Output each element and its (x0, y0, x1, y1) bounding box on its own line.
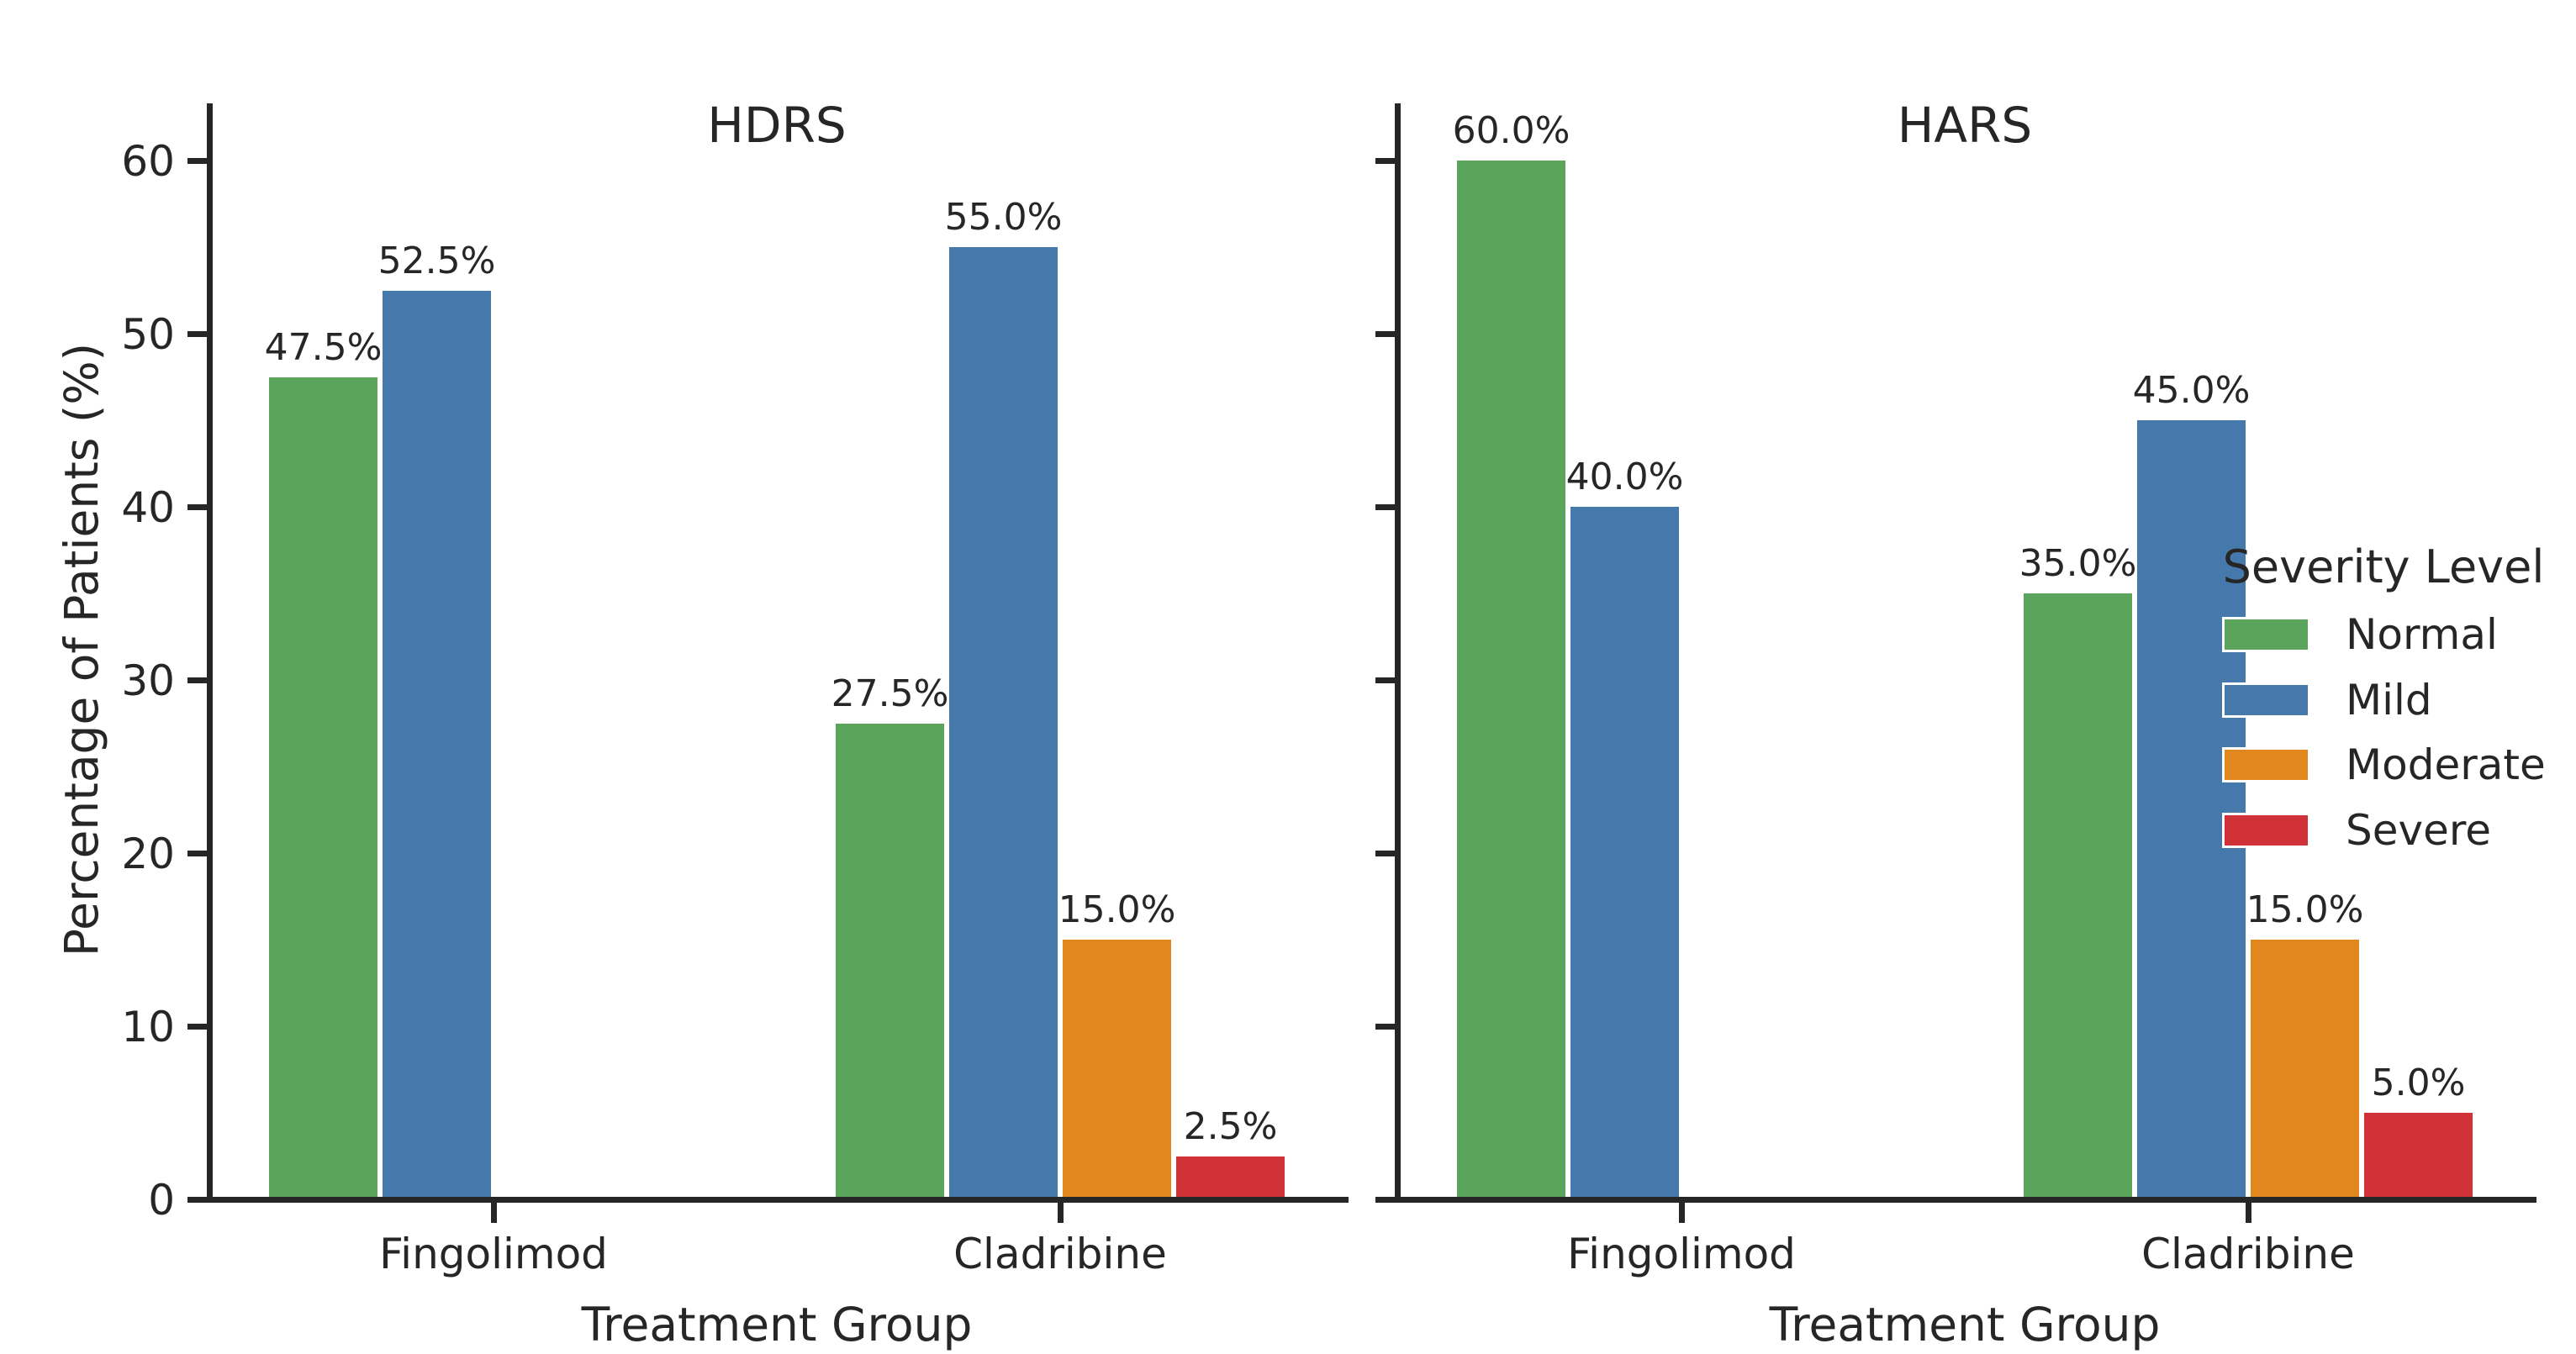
y-tick-40 (187, 504, 208, 510)
bar-label-hars-fingolimod-normal: 60.0% (1452, 109, 1570, 152)
bar-label-hdrs-cladribine-mild: 55.0% (944, 196, 1063, 239)
y-tick-40 (1375, 504, 1396, 510)
legend-swatch-mild (2222, 682, 2310, 718)
y-axis-spine (1395, 103, 1401, 1203)
y-tick-label-0: 0 (148, 1175, 175, 1225)
y-tick-20 (187, 851, 208, 856)
bar-label-hdrs-cladribine-normal: 27.5% (831, 672, 949, 715)
legend-label-moderate: Moderate (2346, 740, 2546, 789)
x-axis-label-hars: Treatment Group (1769, 1298, 2161, 1351)
y-tick-label-60: 60 (121, 136, 175, 186)
x-tick-label-fingolimod: Fingolimod (1567, 1230, 1796, 1278)
legend-swatch-normal (2222, 617, 2310, 652)
chart-title-hdrs: HDRS (707, 97, 847, 154)
legend-title: Severity Level (2222, 540, 2545, 593)
y-tick-10 (187, 1024, 208, 1030)
y-tick-10 (1375, 1024, 1396, 1030)
bar-hars-fingolimod-mild (1568, 504, 1681, 1197)
bar-label-hars-cladribine-normal: 35.0% (2019, 542, 2137, 585)
y-tick-label-50: 50 (121, 309, 175, 359)
bar-hars-cladribine-severe (2362, 1110, 2475, 1197)
bar-label-hdrs-cladribine-moderate: 15.0% (1058, 888, 1176, 931)
x-tick-label-fingolimod: Fingolimod (379, 1230, 608, 1278)
y-tick-label-30: 30 (121, 656, 175, 705)
x-axis-line (1395, 1197, 2536, 1203)
chart-title-hars: HARS (1897, 97, 2033, 154)
legend-label-mild: Mild (2346, 675, 2432, 724)
legend-label-normal: Normal (2346, 610, 2498, 659)
bar-hdrs-fingolimod-mild (380, 287, 494, 1197)
bar-hars-cladribine-mild (2135, 418, 2248, 1197)
y-tick-50 (187, 331, 208, 337)
bar-label-hars-cladribine-moderate: 15.0% (2246, 888, 2364, 931)
bar-hdrs-cladribine-normal (833, 720, 947, 1197)
bar-label-hdrs-fingolimod-normal: 47.5% (264, 325, 383, 369)
y-tick-50 (1375, 331, 1396, 337)
y-tick-60 (187, 158, 208, 164)
bar-hdrs-fingolimod-normal (267, 374, 380, 1197)
y-tick-30 (1375, 677, 1396, 683)
bar-hdrs-cladribine-moderate (1060, 937, 1174, 1197)
legend-label-severe: Severe (2346, 805, 2492, 855)
bar-label-hars-cladribine-mild: 45.0% (2132, 369, 2251, 412)
x-tick-fingolimod (490, 1203, 497, 1223)
bar-label-hdrs-fingolimod-mild: 52.5% (377, 239, 496, 282)
bar-hars-fingolimod-normal (1454, 158, 1568, 1197)
bar-hars-cladribine-normal (2021, 591, 2135, 1197)
x-tick-fingolimod (1678, 1203, 1685, 1223)
bar-label-hars-fingolimod-mild: 40.0% (1565, 456, 1684, 498)
plot-area-hdrs: 0 10 20 30 40 50 60 Fingolimod Cladribine 47.5% 27… (121, 103, 1349, 1276)
bar-hdrs-cladribine-severe (1174, 1153, 1287, 1197)
x-axis-line (207, 1197, 1349, 1203)
y-tick-0 (187, 1197, 208, 1203)
x-tick-label-cladribine: Cladribine (2141, 1230, 2355, 1278)
x-tick-label-cladribine: Cladribine (953, 1230, 1167, 1278)
plot-area-hars: Fingolimod Cladribine 60.0% 35.0% 40.0% 45.0%… (1375, 103, 2546, 1276)
bar-label-hars-cladribine-severe: 5.0% (2371, 1062, 2466, 1104)
y-tick-label-20: 20 (121, 829, 175, 878)
bar-label-hdrs-cladribine-severe: 2.5% (1183, 1104, 1278, 1148)
y-tick-60 (1375, 158, 1396, 164)
x-tick-cladribine (2245, 1203, 2251, 1223)
bar-hars-cladribine-moderate (2248, 937, 2362, 1197)
x-axis-label-hdrs: Treatment Group (581, 1298, 973, 1351)
y-tick-30 (187, 677, 208, 683)
y-tick-20 (1375, 851, 1396, 856)
y-axis-label: Percentage of Patients (%) (55, 342, 108, 957)
legend-swatch-severe (2222, 812, 2310, 848)
y-tick-label-40: 40 (121, 482, 175, 532)
x-tick-cladribine (1057, 1203, 1064, 1223)
legend-swatch-moderate (2222, 747, 2310, 782)
y-tick-0 (1375, 1197, 1396, 1203)
y-tick-label-10: 10 (121, 1002, 175, 1051)
y-axis-spine (207, 103, 213, 1203)
bar-hdrs-cladribine-mild (947, 245, 1060, 1197)
